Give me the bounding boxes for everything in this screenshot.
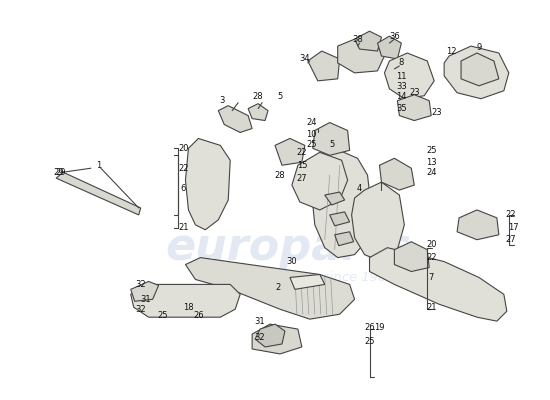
Text: 22: 22 <box>296 148 307 157</box>
Text: 22: 22 <box>505 210 516 219</box>
Text: 36: 36 <box>389 32 400 41</box>
Polygon shape <box>252 324 302 354</box>
Text: 13: 13 <box>426 158 437 167</box>
Polygon shape <box>444 46 509 99</box>
Text: 31: 31 <box>255 317 266 326</box>
Polygon shape <box>335 232 354 246</box>
Polygon shape <box>461 53 499 86</box>
Text: 20: 20 <box>426 240 437 249</box>
Text: a passion for parts since 1988: a passion for parts since 1988 <box>195 271 395 284</box>
Text: 7: 7 <box>428 273 434 282</box>
Polygon shape <box>290 274 324 289</box>
Text: 22: 22 <box>426 253 437 262</box>
Text: 32: 32 <box>135 305 146 314</box>
Polygon shape <box>218 106 252 132</box>
Polygon shape <box>292 152 348 210</box>
Text: 5: 5 <box>329 140 334 149</box>
Text: 25: 25 <box>364 336 375 346</box>
Text: 32: 32 <box>255 332 266 342</box>
Text: 28: 28 <box>253 92 263 101</box>
Text: 17: 17 <box>509 223 519 232</box>
Text: 27: 27 <box>296 174 307 183</box>
Text: 19: 19 <box>374 323 384 332</box>
Polygon shape <box>384 53 434 99</box>
Polygon shape <box>394 242 429 272</box>
Text: 29: 29 <box>54 168 64 177</box>
Polygon shape <box>355 31 382 51</box>
Polygon shape <box>56 172 141 215</box>
Polygon shape <box>308 51 340 81</box>
Text: 38: 38 <box>352 35 363 44</box>
Text: 25: 25 <box>157 311 168 320</box>
Text: europarts: europarts <box>166 226 411 269</box>
Polygon shape <box>312 148 371 258</box>
Polygon shape <box>255 324 285 347</box>
Polygon shape <box>324 192 345 205</box>
Polygon shape <box>313 122 350 155</box>
Polygon shape <box>275 138 305 165</box>
Polygon shape <box>457 210 499 240</box>
Text: 12: 12 <box>446 46 456 56</box>
Text: 25: 25 <box>306 140 317 149</box>
Text: 30: 30 <box>287 257 297 266</box>
Text: 1: 1 <box>96 161 102 170</box>
Polygon shape <box>131 282 158 301</box>
Polygon shape <box>351 182 404 262</box>
Text: 26: 26 <box>364 323 375 332</box>
Polygon shape <box>370 248 507 321</box>
Text: 11: 11 <box>396 72 406 81</box>
Text: 35: 35 <box>396 104 406 113</box>
Polygon shape <box>377 36 402 59</box>
Text: 34: 34 <box>300 54 310 64</box>
Text: 8: 8 <box>399 58 404 68</box>
Text: 23: 23 <box>432 108 443 117</box>
Text: 28: 28 <box>274 171 285 180</box>
Polygon shape <box>248 104 268 120</box>
Text: 25: 25 <box>426 146 437 155</box>
Text: 23: 23 <box>409 88 420 97</box>
Polygon shape <box>131 284 240 317</box>
Text: 10: 10 <box>306 130 317 139</box>
Polygon shape <box>379 158 414 190</box>
Text: 2: 2 <box>276 283 280 292</box>
Text: 26: 26 <box>193 311 204 320</box>
Text: 21: 21 <box>178 223 189 232</box>
Text: 9: 9 <box>476 42 482 52</box>
Text: 3: 3 <box>219 96 225 105</box>
Text: 5: 5 <box>277 92 283 101</box>
Polygon shape <box>338 39 384 73</box>
Text: 32: 32 <box>135 280 146 289</box>
Polygon shape <box>185 138 230 230</box>
Polygon shape <box>398 95 431 120</box>
Text: 31: 31 <box>140 295 151 304</box>
Text: 24: 24 <box>426 168 437 177</box>
Text: 6: 6 <box>181 184 186 192</box>
Text: 24: 24 <box>306 118 317 127</box>
Text: 22: 22 <box>178 164 189 173</box>
Text: 27: 27 <box>505 235 516 244</box>
Text: 20: 20 <box>178 144 189 153</box>
Text: 4: 4 <box>357 184 362 192</box>
Text: 33: 33 <box>396 82 407 91</box>
Text: 21: 21 <box>426 303 437 312</box>
Text: 29: 29 <box>56 168 67 177</box>
Text: 14: 14 <box>396 92 406 101</box>
Polygon shape <box>329 212 350 226</box>
Text: 18: 18 <box>183 303 194 312</box>
Polygon shape <box>185 258 355 319</box>
Text: 15: 15 <box>296 161 307 170</box>
